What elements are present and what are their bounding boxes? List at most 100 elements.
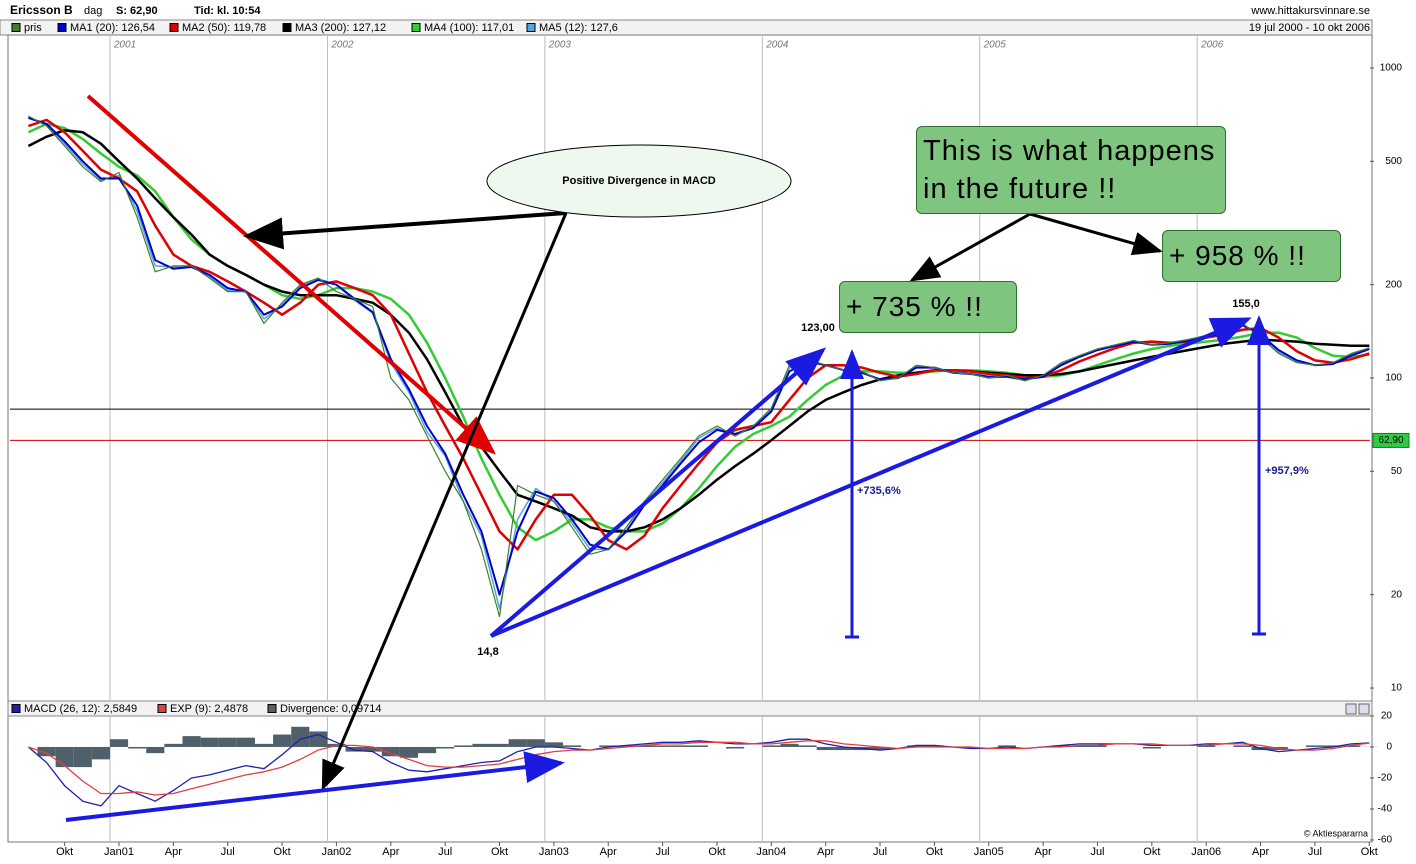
pointer-arrow [321, 212, 568, 791]
x-tick-label: Apr [382, 846, 399, 858]
divergence-bar [345, 746, 364, 752]
pointer-arrow [909, 212, 1031, 282]
year-label: 2004 [765, 40, 789, 51]
year-label: 2003 [548, 40, 572, 51]
divergence-bar [218, 737, 237, 747]
divergence-bar [236, 737, 255, 747]
x-tick-label: Jul [1090, 846, 1104, 858]
y-tick-label: 200 [1385, 279, 1402, 290]
y-tick-label: -40 [1378, 804, 1393, 815]
divergence-bar [146, 746, 165, 754]
divergence-bar [472, 743, 491, 747]
x-tick-label: Jan05 [974, 846, 1004, 858]
close-button[interactable] [1358, 703, 1370, 715]
y-tick-label: 20 [1381, 711, 1393, 722]
point-label: 123,00 [801, 322, 835, 334]
legend-label: EXP (9): 2,4878 [170, 703, 248, 715]
series-line [28, 118, 1370, 551]
divergence-bar [563, 745, 582, 747]
time: Tid: kl. 10:54 [194, 5, 261, 17]
pointer-arrow [1029, 212, 1163, 256]
year-label: 2006 [1200, 40, 1224, 51]
x-tick-label: Apr [600, 846, 617, 858]
site: www.hittakursvinnare.se [1250, 5, 1370, 17]
x-tick-label: Okt [56, 846, 73, 858]
legend-label: MACD (26, 12): 2,5849 [24, 703, 137, 715]
x-tick-label: Jan06 [1191, 846, 1221, 858]
x-tick-label: Okt [926, 846, 943, 858]
legend-swatch [57, 23, 67, 32]
divergence-bar [418, 746, 437, 754]
legend-label: Divergence: 0,09714 [280, 703, 382, 715]
x-tick-label: Apr [1252, 846, 1269, 858]
divergence-bar [436, 746, 455, 749]
copyright: © Aktiespararna [1304, 828, 1368, 838]
legend-swatch [282, 23, 292, 32]
callout-box: + 958 % !! [1162, 230, 1341, 282]
divergence-bar [1324, 745, 1343, 747]
divergence-bar [1342, 745, 1361, 747]
divergence-bar [291, 726, 310, 747]
x-tick-label: Okt [708, 846, 725, 858]
divergence-bar [689, 745, 708, 747]
y-tick-label: 100 [1385, 373, 1402, 384]
point-label: 155,0 [1232, 298, 1260, 310]
divergence-bar [110, 739, 129, 747]
divergence-bar [1070, 745, 1089, 747]
x-tick-label: Jan03 [539, 846, 569, 858]
legend-swatch [169, 23, 179, 32]
divergence-bar [726, 746, 745, 749]
callout-box: This is what happens in the future !! [916, 126, 1226, 214]
legend-label: MA3 (200): 127,12 [295, 22, 386, 34]
divergence-bar [1088, 745, 1107, 747]
series-line [27, 733, 1370, 807]
plot-layer: Okt 2001 Jan01 Apr Jul Okt 2002 Jan02 Apr Jul Okt 2… [10, 36, 1410, 858]
divergence-bar [1052, 745, 1071, 747]
y-tick-label: 20 [1391, 589, 1403, 600]
divergence-bar [762, 745, 781, 747]
legend-label: MA2 (50): 119,78 [182, 22, 266, 34]
interval: dag [84, 5, 102, 17]
callout-text: Positive Divergence in MACD [562, 175, 715, 187]
x-tick-label: Okt [274, 846, 291, 858]
divergence-bar [798, 745, 817, 747]
trend-arrow [490, 317, 1252, 638]
divergence-bar [816, 746, 835, 751]
date-range: 19 jul 2000 - 10 okt 2006 [1249, 22, 1370, 34]
divergence-bar [363, 746, 382, 752]
settings-button[interactable] [1345, 703, 1357, 715]
divergence-bar [780, 743, 799, 747]
divergence-bar [925, 745, 944, 747]
divergence-bar [1142, 746, 1161, 749]
point-label: 14,8 [477, 646, 498, 658]
trend-arrow [65, 751, 565, 822]
divergence-bar [55, 746, 74, 768]
divergence-bar [508, 739, 527, 747]
divergence-bar [273, 734, 292, 747]
divergence-bar [381, 746, 400, 757]
divergence-bar [871, 746, 890, 751]
legend-label: MA4 (100): 117,01 [424, 22, 514, 34]
divergence-bar [182, 736, 201, 747]
legend-swatch [267, 704, 277, 713]
divergence-bar [526, 739, 545, 747]
x-tick-label: Jul [221, 846, 235, 858]
divergence-bar [490, 743, 509, 747]
x-tick-label: Apr [165, 846, 182, 858]
x-tick-label: Jan04 [756, 846, 786, 858]
y-tick-label: 0 [1386, 742, 1392, 753]
callout-ellipse [486, 144, 792, 218]
divergence-bar [635, 745, 654, 747]
y-tick-label: 1000 [1380, 63, 1403, 74]
divergence-bar [399, 746, 419, 758]
year-label: 2001 [113, 40, 136, 51]
divergence-bar [200, 737, 219, 747]
x-tick-label: Jul [438, 846, 452, 858]
year-label: 2005 [983, 40, 1007, 51]
x-tick-label: Apr [1035, 846, 1052, 858]
divergence-bar [997, 745, 1016, 747]
x-tick-label: Jan02 [321, 846, 351, 858]
divergence-bar [91, 746, 110, 760]
last-price: S: 62,90 [116, 5, 158, 17]
